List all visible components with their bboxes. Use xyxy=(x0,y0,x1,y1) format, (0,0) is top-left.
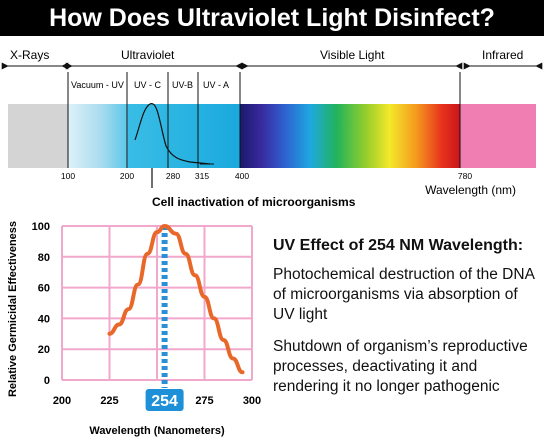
sub-band-uvc: UV - C xyxy=(134,80,162,90)
y-axis-label: Relative Germicidal Effectiveness xyxy=(7,221,19,397)
band-label-xrays: X-Rays xyxy=(10,48,49,62)
x-tick-label: 300 xyxy=(243,395,261,407)
effectiveness-curve xyxy=(107,223,245,375)
band-label-infrared: Infrared xyxy=(482,48,523,62)
germicidal-chart: 0 20 40 60 80 100 200 225 275 300 254 Wavelength… xyxy=(7,221,261,437)
inactivation-curve xyxy=(134,103,211,165)
spectrum-tick: 280 xyxy=(166,171,180,181)
sub-band-dividers xyxy=(67,72,461,168)
peak-label-badge xyxy=(145,389,184,411)
x-tick-label: 200 xyxy=(53,395,71,407)
spectrum-tick: 200 xyxy=(120,171,134,181)
spectrum-tick: 400 xyxy=(235,171,249,181)
spectrum-tick: 100 xyxy=(61,171,75,181)
y-tick-label: 40 xyxy=(38,313,50,325)
spectrum-diagram: X-Rays Ultraviolet Visible Light Infrare… xyxy=(1,48,543,209)
peak-label: 254 xyxy=(151,393,178,410)
inactivation-annotation: Cell inactivation of microorganisms xyxy=(152,195,356,209)
x-axis-ticks: 200 225 275 300 xyxy=(53,395,261,407)
band-label-visible: Visible Light xyxy=(320,48,385,62)
spectrum-tick: 780 xyxy=(458,171,472,181)
band-label-ultraviolet: Ultraviolet xyxy=(121,48,175,62)
sub-band-uvb: UV-B xyxy=(172,80,193,90)
page-title: How Does Ultraviolet Light Disinfect? xyxy=(0,0,544,36)
sub-band-uva: UV - A xyxy=(203,80,229,90)
y-axis-ticks: 0 20 40 60 80 100 xyxy=(32,221,50,387)
x-tick-label: 275 xyxy=(195,395,213,407)
x-tick-label: 225 xyxy=(100,395,118,407)
y-tick-label: 20 xyxy=(38,344,50,356)
spectrum-bar xyxy=(8,104,536,168)
sub-band-vacuum-uv: Vacuum - UV xyxy=(71,80,124,90)
y-tick-label: 60 xyxy=(38,283,50,295)
info-paragraph-1: Photochemical destruction of the DNA of … xyxy=(273,266,535,323)
spectrum-tick: 315 xyxy=(195,171,209,181)
y-tick-label: 80 xyxy=(38,252,50,264)
info-paragraph-2: Shutdown of organism’s reproductive proc… xyxy=(273,338,528,395)
x-axis-label: Wavelength (Nanometers) xyxy=(89,425,225,437)
y-tick-label: 0 xyxy=(44,375,50,387)
y-tick-label: 100 xyxy=(32,221,50,233)
spectrum-axis-label: Wavelength (nm) xyxy=(425,183,516,197)
chart-grid xyxy=(61,225,253,381)
info-heading: UV Effect of 254 NM Wavelength: xyxy=(273,237,524,254)
